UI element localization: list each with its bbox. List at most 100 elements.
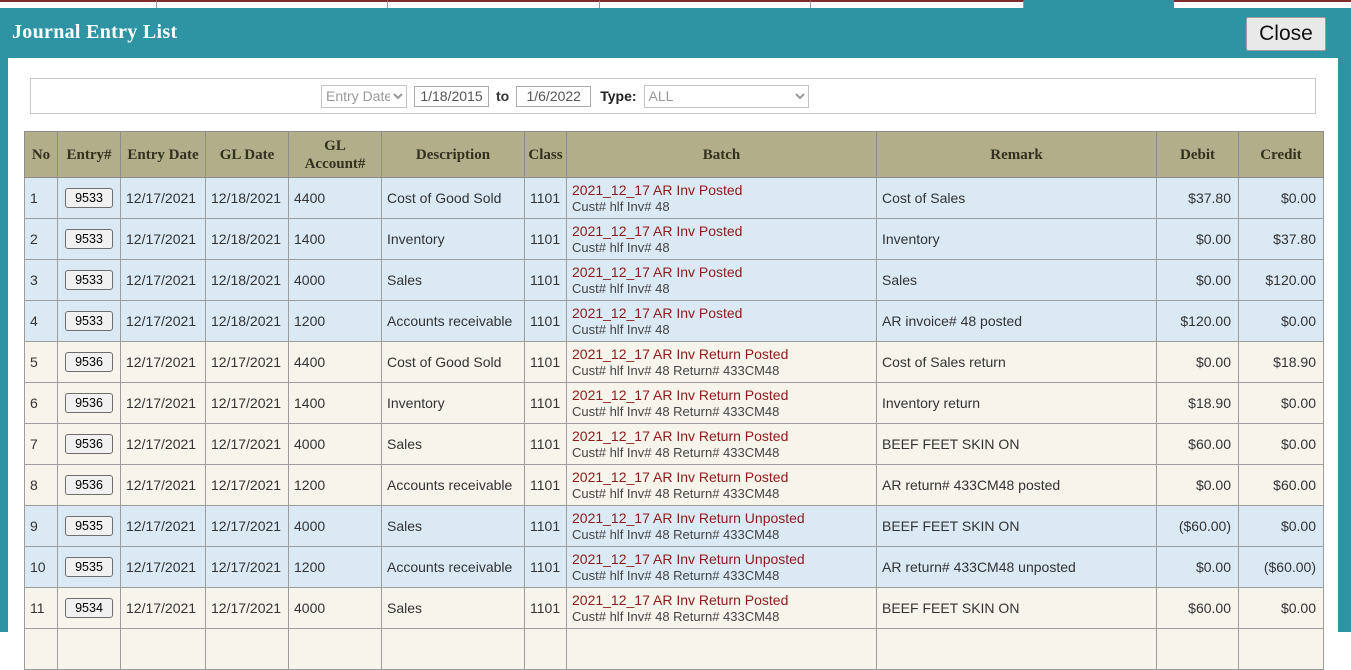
close-button[interactable]: Close bbox=[1246, 17, 1326, 51]
filter-bar: Entry Date to Type: ALL bbox=[30, 78, 1316, 114]
right-frame-strip bbox=[1338, 58, 1351, 632]
col-header-description: Description bbox=[382, 132, 525, 178]
batch-name-link[interactable]: 2021_12_17 AR Inv Return Posted bbox=[572, 387, 871, 404]
entry-date-cell: 12/17/2021 bbox=[121, 506, 206, 547]
top-tab[interactable] bbox=[1174, 0, 1351, 8]
batch-name-link[interactable]: 2021_12_17 AR Inv Posted bbox=[572, 223, 871, 240]
batch-name-link[interactable]: 2021_12_17 AR Inv Return Posted bbox=[572, 346, 871, 363]
top-tab-active[interactable] bbox=[1024, 0, 1174, 8]
entry-number-button[interactable]: 9533 bbox=[65, 188, 113, 208]
credit-cell: $120.00 bbox=[1239, 260, 1324, 301]
type-label: Type: bbox=[600, 88, 636, 104]
credit-cell: $0.00 bbox=[1239, 588, 1324, 629]
batch-name-link[interactable]: 2021_12_17 AR Inv Return Posted bbox=[572, 469, 871, 486]
empty-cell bbox=[1157, 629, 1239, 670]
row-number-cell: 7 bbox=[25, 424, 58, 465]
credit-cell: $0.00 bbox=[1239, 506, 1324, 547]
class-cell: 1101 bbox=[525, 465, 567, 506]
content-area: Entry Date to Type: ALL No Entry# Entry … bbox=[8, 58, 1338, 632]
description-cell: Accounts receivable bbox=[382, 547, 525, 588]
top-tab[interactable] bbox=[811, 0, 1024, 8]
remark-cell: Inventory return bbox=[877, 383, 1157, 424]
gl-account-cell: 4400 bbox=[289, 342, 382, 383]
date-from-input[interactable] bbox=[414, 86, 489, 107]
date-field-select[interactable]: Entry Date bbox=[321, 85, 407, 108]
entry-date-cell: 12/17/2021 bbox=[121, 424, 206, 465]
batch-detail-text: Cust# hlf Inv# 48 Return# 433CM48 bbox=[572, 445, 871, 461]
entry-number-cell: 9536 bbox=[58, 383, 121, 424]
entry-number-button[interactable]: 9534 bbox=[65, 598, 113, 618]
debit-cell: ($60.00) bbox=[1157, 506, 1239, 547]
date-to-input[interactable] bbox=[516, 86, 591, 107]
type-select[interactable]: ALL bbox=[644, 85, 809, 108]
row-number-cell: 1 bbox=[25, 178, 58, 219]
entry-number-cell: 9536 bbox=[58, 465, 121, 506]
batch-name-link[interactable]: 2021_12_17 AR Inv Posted bbox=[572, 264, 871, 281]
entry-number-button[interactable]: 9533 bbox=[65, 311, 113, 331]
batch-name-link[interactable]: 2021_12_17 AR Inv Return Posted bbox=[572, 592, 871, 609]
credit-cell: $60.00 bbox=[1239, 465, 1324, 506]
entry-number-button[interactable]: 9533 bbox=[65, 229, 113, 249]
batch-detail-text: Cust# hlf Inv# 48 Return# 433CM48 bbox=[572, 609, 871, 625]
remark-cell: AR return# 433CM48 unposted bbox=[877, 547, 1157, 588]
batch-name-link[interactable]: 2021_12_17 AR Inv Return Posted bbox=[572, 428, 871, 445]
batch-name-link[interactable]: 2021_12_17 AR Inv Return Unposted bbox=[572, 510, 871, 527]
batch-detail-text: Cust# hlf Inv# 48 Return# 433CM48 bbox=[572, 404, 871, 420]
gl-date-cell: 12/18/2021 bbox=[206, 219, 289, 260]
top-tab[interactable] bbox=[0, 0, 157, 8]
description-cell: Accounts receivable bbox=[382, 301, 525, 342]
batch-name-link[interactable]: 2021_12_17 AR Inv Posted bbox=[572, 182, 871, 199]
top-tab[interactable] bbox=[388, 0, 600, 8]
class-cell: 1101 bbox=[525, 342, 567, 383]
gl-date-cell: 12/17/2021 bbox=[206, 383, 289, 424]
entry-number-cell: 9536 bbox=[58, 424, 121, 465]
remark-cell: Inventory bbox=[877, 219, 1157, 260]
batch-name-link[interactable]: 2021_12_17 AR Inv Posted bbox=[572, 305, 871, 322]
empty-cell bbox=[206, 629, 289, 670]
entry-number-cell: 9533 bbox=[58, 260, 121, 301]
entry-number-cell: 9533 bbox=[58, 301, 121, 342]
entry-number-button[interactable]: 9535 bbox=[65, 516, 113, 536]
gl-account-cell: 4000 bbox=[289, 260, 382, 301]
entry-date-cell: 12/17/2021 bbox=[121, 178, 206, 219]
gl-date-cell: 12/17/2021 bbox=[206, 424, 289, 465]
description-cell: Cost of Good Sold bbox=[382, 178, 525, 219]
top-tab[interactable] bbox=[157, 0, 388, 8]
gl-account-cell: 1200 bbox=[289, 547, 382, 588]
description-cell: Sales bbox=[382, 424, 525, 465]
entry-number-button[interactable]: 9536 bbox=[65, 352, 113, 372]
entry-number-cell: 9534 bbox=[58, 588, 121, 629]
credit-cell: $0.00 bbox=[1239, 301, 1324, 342]
credit-cell: $0.00 bbox=[1239, 383, 1324, 424]
page-title: Journal Entry List bbox=[12, 21, 177, 44]
description-cell: Inventory bbox=[382, 219, 525, 260]
entry-number-button[interactable]: 9536 bbox=[65, 475, 113, 495]
entry-date-cell: 12/17/2021 bbox=[121, 260, 206, 301]
class-cell: 1101 bbox=[525, 178, 567, 219]
top-tab[interactable] bbox=[600, 0, 811, 8]
batch-detail-text: Cust# hlf Inv# 48 Return# 433CM48 bbox=[572, 568, 871, 584]
empty-cell bbox=[382, 629, 525, 670]
entry-number-button[interactable]: 9536 bbox=[65, 434, 113, 454]
class-cell: 1101 bbox=[525, 301, 567, 342]
entry-number-button[interactable]: 9533 bbox=[65, 270, 113, 290]
gl-date-cell: 12/18/2021 bbox=[206, 260, 289, 301]
credit-cell: ($60.00) bbox=[1239, 547, 1324, 588]
journal-entry-table: No Entry# Entry Date GL Date GL Account#… bbox=[24, 131, 1324, 670]
debit-cell: $18.90 bbox=[1157, 383, 1239, 424]
batch-detail-text: Cust# hlf Inv# 48 Return# 433CM48 bbox=[572, 486, 871, 502]
entry-number-button[interactable]: 9535 bbox=[65, 557, 113, 577]
class-cell: 1101 bbox=[525, 383, 567, 424]
entry-number-button[interactable]: 9536 bbox=[65, 393, 113, 413]
col-header-gl-date: GL Date bbox=[206, 132, 289, 178]
row-number-cell: 2 bbox=[25, 219, 58, 260]
batch-name-link[interactable]: 2021_12_17 AR Inv Return Unposted bbox=[572, 551, 871, 568]
description-cell: Cost of Good Sold bbox=[382, 342, 525, 383]
